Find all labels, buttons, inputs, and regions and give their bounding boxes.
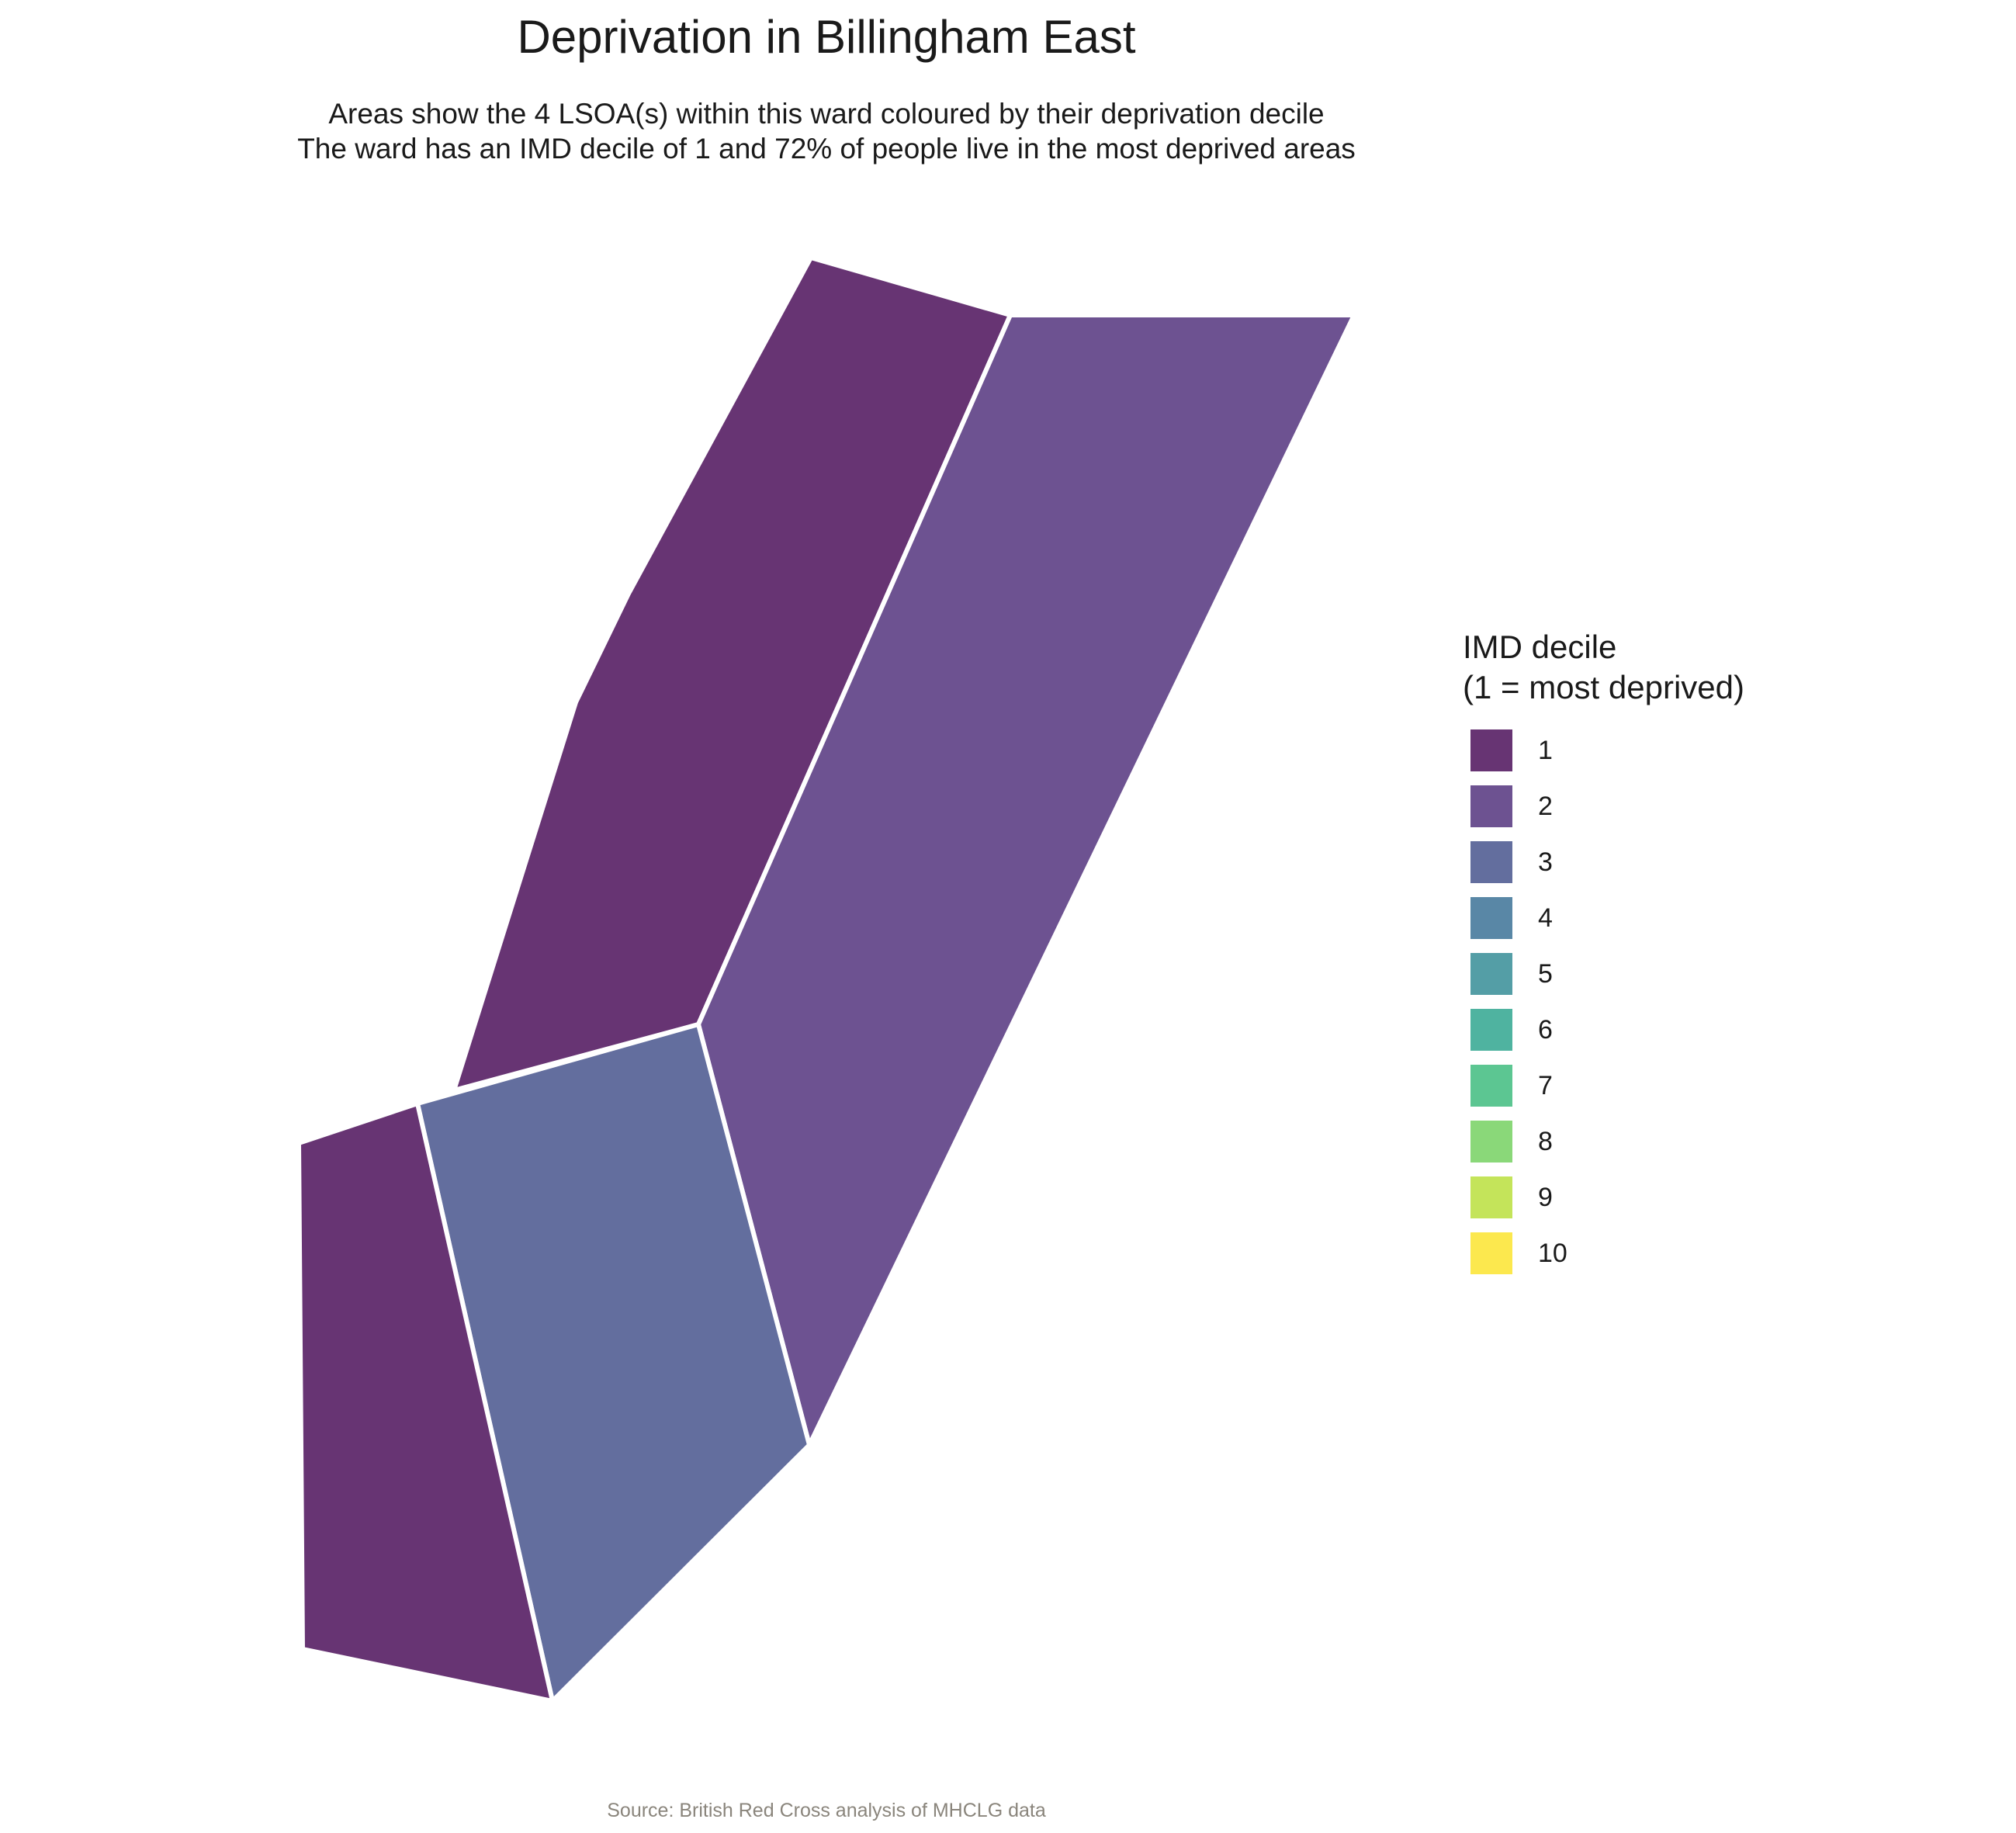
legend-label: 8	[1538, 1127, 1553, 1156]
legend-swatch	[1470, 1009, 1512, 1051]
legend-swatch	[1470, 841, 1512, 883]
legend-swatch	[1470, 897, 1512, 939]
map-subtitle-line-1: Areas show the 4 LSOA(s) within this war…	[328, 98, 1325, 130]
legend-item-5: 5	[1463, 953, 1744, 1009]
legend-item-9: 9	[1463, 1176, 1744, 1232]
legend-label: 2	[1538, 792, 1553, 821]
legend-swatch	[1470, 785, 1512, 827]
legend-swatch	[1470, 1232, 1512, 1274]
legend-item-8: 8	[1463, 1121, 1744, 1176]
legend-swatch	[1470, 729, 1512, 771]
lsoa-area-southwest	[296, 1101, 555, 1703]
map-subtitle-line-2: The ward has an IMD decile of 1 and 72% …	[297, 133, 1356, 165]
legend-swatch	[1470, 1176, 1512, 1218]
legend-item-7: 7	[1463, 1065, 1744, 1121]
legend-swatch	[1470, 953, 1512, 995]
legend-label: 7	[1538, 1071, 1553, 1100]
legend-item-2: 2	[1463, 785, 1744, 841]
legend-label: 1	[1538, 736, 1553, 765]
legend-label: 10	[1538, 1239, 1567, 1268]
legend-label: 3	[1538, 847, 1553, 877]
legend-label: 9	[1538, 1183, 1553, 1212]
legend-item-6: 6	[1463, 1009, 1744, 1065]
legend: IMD decile (1 = most deprived) 1 2 3 4 5 6 7 8 9…	[1463, 627, 1744, 1288]
legend-item-3: 3	[1463, 841, 1744, 897]
legend-swatch	[1470, 1065, 1512, 1107]
legend-item-10: 10	[1463, 1232, 1744, 1288]
map-title: Deprivation in Billingham East	[517, 11, 1136, 63]
legend-title-line-2: (1 = most deprived)	[1463, 669, 1744, 705]
legend-label: 4	[1538, 903, 1553, 933]
legend-items: 1 2 3 4 5 6 7 8 9 10	[1463, 729, 1744, 1288]
legend-label: 5	[1538, 959, 1553, 989]
legend-swatch	[1470, 1121, 1512, 1163]
legend-item-4: 4	[1463, 897, 1744, 953]
legend-item-1: 1	[1463, 729, 1744, 785]
source-caption: Source: British Red Cross analysis of MH…	[607, 1800, 1046, 1821]
legend-label: 6	[1538, 1015, 1553, 1045]
legend-title-line-1: IMD decile	[1463, 629, 1617, 665]
